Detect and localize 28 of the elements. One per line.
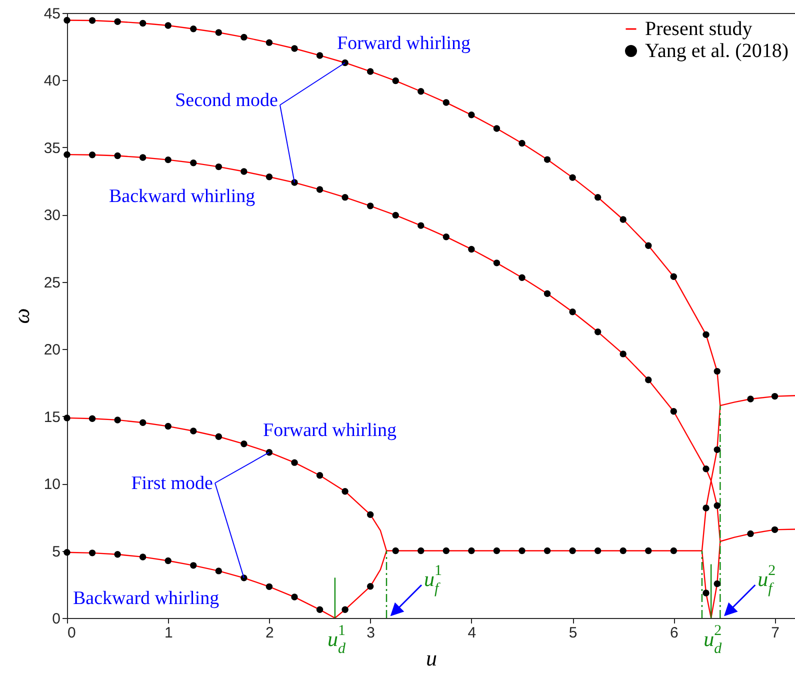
x-tick-label: 3: [366, 624, 376, 642]
annotation: Backward whirling: [109, 186, 256, 207]
annotation: Backward whirling: [73, 588, 220, 609]
y-tick-label: 35: [44, 140, 60, 157]
x-tick-label: 2: [266, 624, 274, 642]
x-tick-label: 7: [771, 624, 780, 642]
legend-label: Present study: [645, 18, 752, 40]
y-axis-title: ω: [8, 308, 34, 324]
y-tick-label: 0: [52, 610, 60, 628]
x-tick-label: 0: [68, 624, 76, 642]
x-tick-label: 1: [164, 624, 173, 642]
x-tick-label: 6: [670, 624, 678, 642]
y-tick-label: 30: [44, 207, 60, 224]
x-tick-label: 4: [468, 624, 476, 642]
x-tick-label: 5: [568, 624, 578, 642]
y-tick-label: 5: [52, 543, 60, 560]
annotation: Forward whirling: [337, 33, 472, 54]
y-tick-label: 45: [44, 6, 60, 22]
y-tick-label: 20: [44, 342, 60, 359]
y-tick-label: 10: [44, 476, 60, 494]
y-tick-label: 15: [44, 408, 60, 426]
y-tick-label: 40: [44, 72, 60, 90]
x-axis-title: u: [426, 646, 437, 670]
annotation: Forward whirling: [263, 420, 398, 441]
legend-label: Yang et al. (2018): [645, 40, 789, 62]
annotation: Second mode: [175, 90, 278, 111]
y-tick-label: 25: [44, 274, 60, 292]
annotation: First mode: [131, 473, 213, 494]
